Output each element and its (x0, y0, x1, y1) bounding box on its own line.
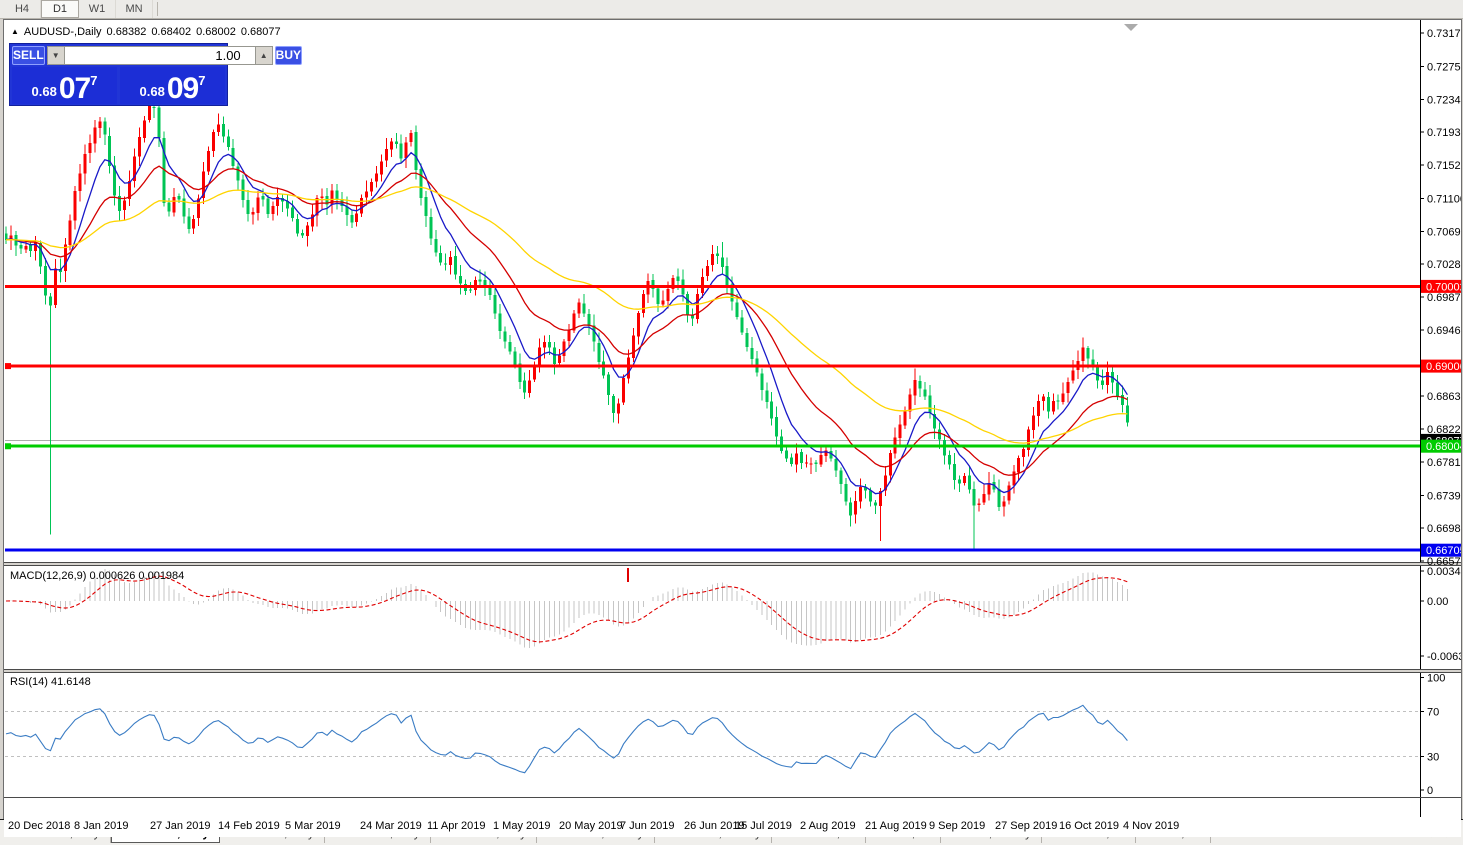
buy-price-box[interactable]: 0.68 09 7 (120, 67, 225, 104)
date-tick-label: 7 Jun 2019 (620, 820, 675, 832)
sell-price-pipette: 7 (90, 73, 98, 88)
scale-label: 0.00 (1427, 596, 1448, 608)
timeframe-mn[interactable]: MN (116, 0, 153, 18)
scale-label: 0.00349 (1427, 566, 1461, 578)
rsi-pane (5, 704, 1420, 774)
collapse-triangle-icon[interactable]: ▲ (11, 27, 19, 36)
date-tick-label: 16 Oct 2019 (1059, 820, 1119, 832)
ma-fast-line (5, 136, 1128, 495)
svg-text:0.66705: 0.66705 (1426, 545, 1461, 557)
ma-slow-line (5, 186, 1128, 444)
chart-shift-marker-icon[interactable] (1124, 24, 1138, 31)
scale-label: 30 (1427, 751, 1439, 763)
date-tick-label: 20 May 2019 (559, 820, 623, 832)
macd-histogram (10, 569, 1128, 648)
date-tick-label: 21 Aug 2019 (865, 820, 927, 832)
date-tick-label: 11 Apr 2019 (427, 820, 486, 832)
date-tick-label: 27 Sep 2019 (995, 820, 1058, 832)
chart-symbol-period: AUDUSD-,Daily (23, 26, 102, 38)
scale-label: 0 (1427, 785, 1433, 797)
volume-increase-button[interactable]: ▲ (254, 46, 273, 65)
scale-label: 70 (1427, 706, 1439, 718)
date-axis[interactable]: 20 Dec 2018 8 Jan 2019 27 Jan 2019 14 Feb 2… (4, 817, 1461, 837)
price-level-label: 0.66705 (1421, 543, 1461, 557)
macd-label: MACD(12,26,9) 0.000626 0.001984 (10, 570, 185, 582)
chart-title: ▲ AUDUSD-,Daily 0.68382 0.68402 0.68002 … (11, 26, 281, 38)
scale-label: 100 (1427, 673, 1445, 685)
date-tick-label: 15 Jul 2019 (735, 820, 792, 832)
buy-price-big: 09 (166, 72, 199, 106)
date-tick-label: 27 Jan 2019 (150, 820, 211, 832)
sell-button[interactable]: SELL (12, 46, 45, 65)
ohlc-open: 0.68382 (106, 26, 147, 38)
rsi-line (5, 704, 1128, 774)
timeframe-toolbar: H4 D1 W1 MN (0, 0, 1463, 19)
sell-price-prefix: 0.68 (31, 84, 57, 99)
date-tick-label: 1 May 2019 (493, 820, 551, 832)
volume-stepper: ▼ ▲ (46, 46, 273, 65)
hline-handle[interactable] (5, 443, 11, 450)
scale-label: -0.00637 (1427, 651, 1461, 663)
price-pane (5, 24, 1420, 552)
sell-price-big: 07 (58, 72, 91, 106)
date-tick-label: 24 Mar 2019 (360, 820, 422, 832)
price-level-label: 0.69006 (1421, 359, 1461, 373)
buy-price-pipette: 7 (198, 73, 206, 88)
date-tick-label: 2 Aug 2019 (800, 820, 856, 832)
date-tick-label: 26 Jun 2019 (684, 820, 745, 832)
sell-price-box[interactable]: 0.68 07 7 (12, 67, 117, 104)
date-tick-label: 9 Sep 2019 (929, 820, 986, 832)
macd-pane (5, 568, 1128, 648)
ohlc-close: 0.68077 (240, 26, 281, 38)
date-tick-label: 5 Mar 2019 (285, 820, 341, 832)
timeframe-h4[interactable]: H4 (4, 0, 41, 18)
buy-button[interactable]: BUY (274, 46, 303, 65)
timeframe-buttons: H4 D1 W1 MN (4, 0, 153, 18)
date-tick-label: 4 Nov 2019 (1123, 820, 1180, 832)
one-click-trade-panel: SELL ▼ ▲ BUY 0.68 07 7 0.68 09 7 (9, 43, 303, 106)
ohlc-low: 0.68002 (196, 26, 236, 38)
rsi-label: RSI(14) 41.6148 (10, 676, 91, 688)
price-level-label: 0.70002 (1421, 279, 1461, 293)
toolbar-separator (157, 2, 158, 16)
timeframe-d1[interactable]: D1 (41, 0, 79, 18)
price-level-label: 0.68004 (1421, 439, 1461, 453)
svg-text:0.70002: 0.70002 (1426, 281, 1461, 293)
buy-price-prefix: 0.68 (139, 84, 165, 99)
svg-text:0.68004: 0.68004 (1426, 441, 1461, 453)
date-tick-label: 8 Jan 2019 (74, 820, 129, 832)
date-tick-label: 14 Feb 2019 (218, 820, 280, 832)
volume-input[interactable] (64, 46, 255, 65)
timeframe-w1[interactable]: W1 (79, 0, 116, 18)
svg-text:0.69006: 0.69006 (1426, 361, 1461, 373)
ohlc-high: 0.68402 (151, 26, 192, 38)
ma-medium-line (5, 165, 1128, 476)
macd-signal-line (5, 575, 1128, 643)
date-tick-label: 20 Dec 2018 (8, 820, 71, 832)
hline-handle[interactable] (5, 363, 11, 370)
volume-decrease-button[interactable]: ▼ (46, 46, 65, 65)
